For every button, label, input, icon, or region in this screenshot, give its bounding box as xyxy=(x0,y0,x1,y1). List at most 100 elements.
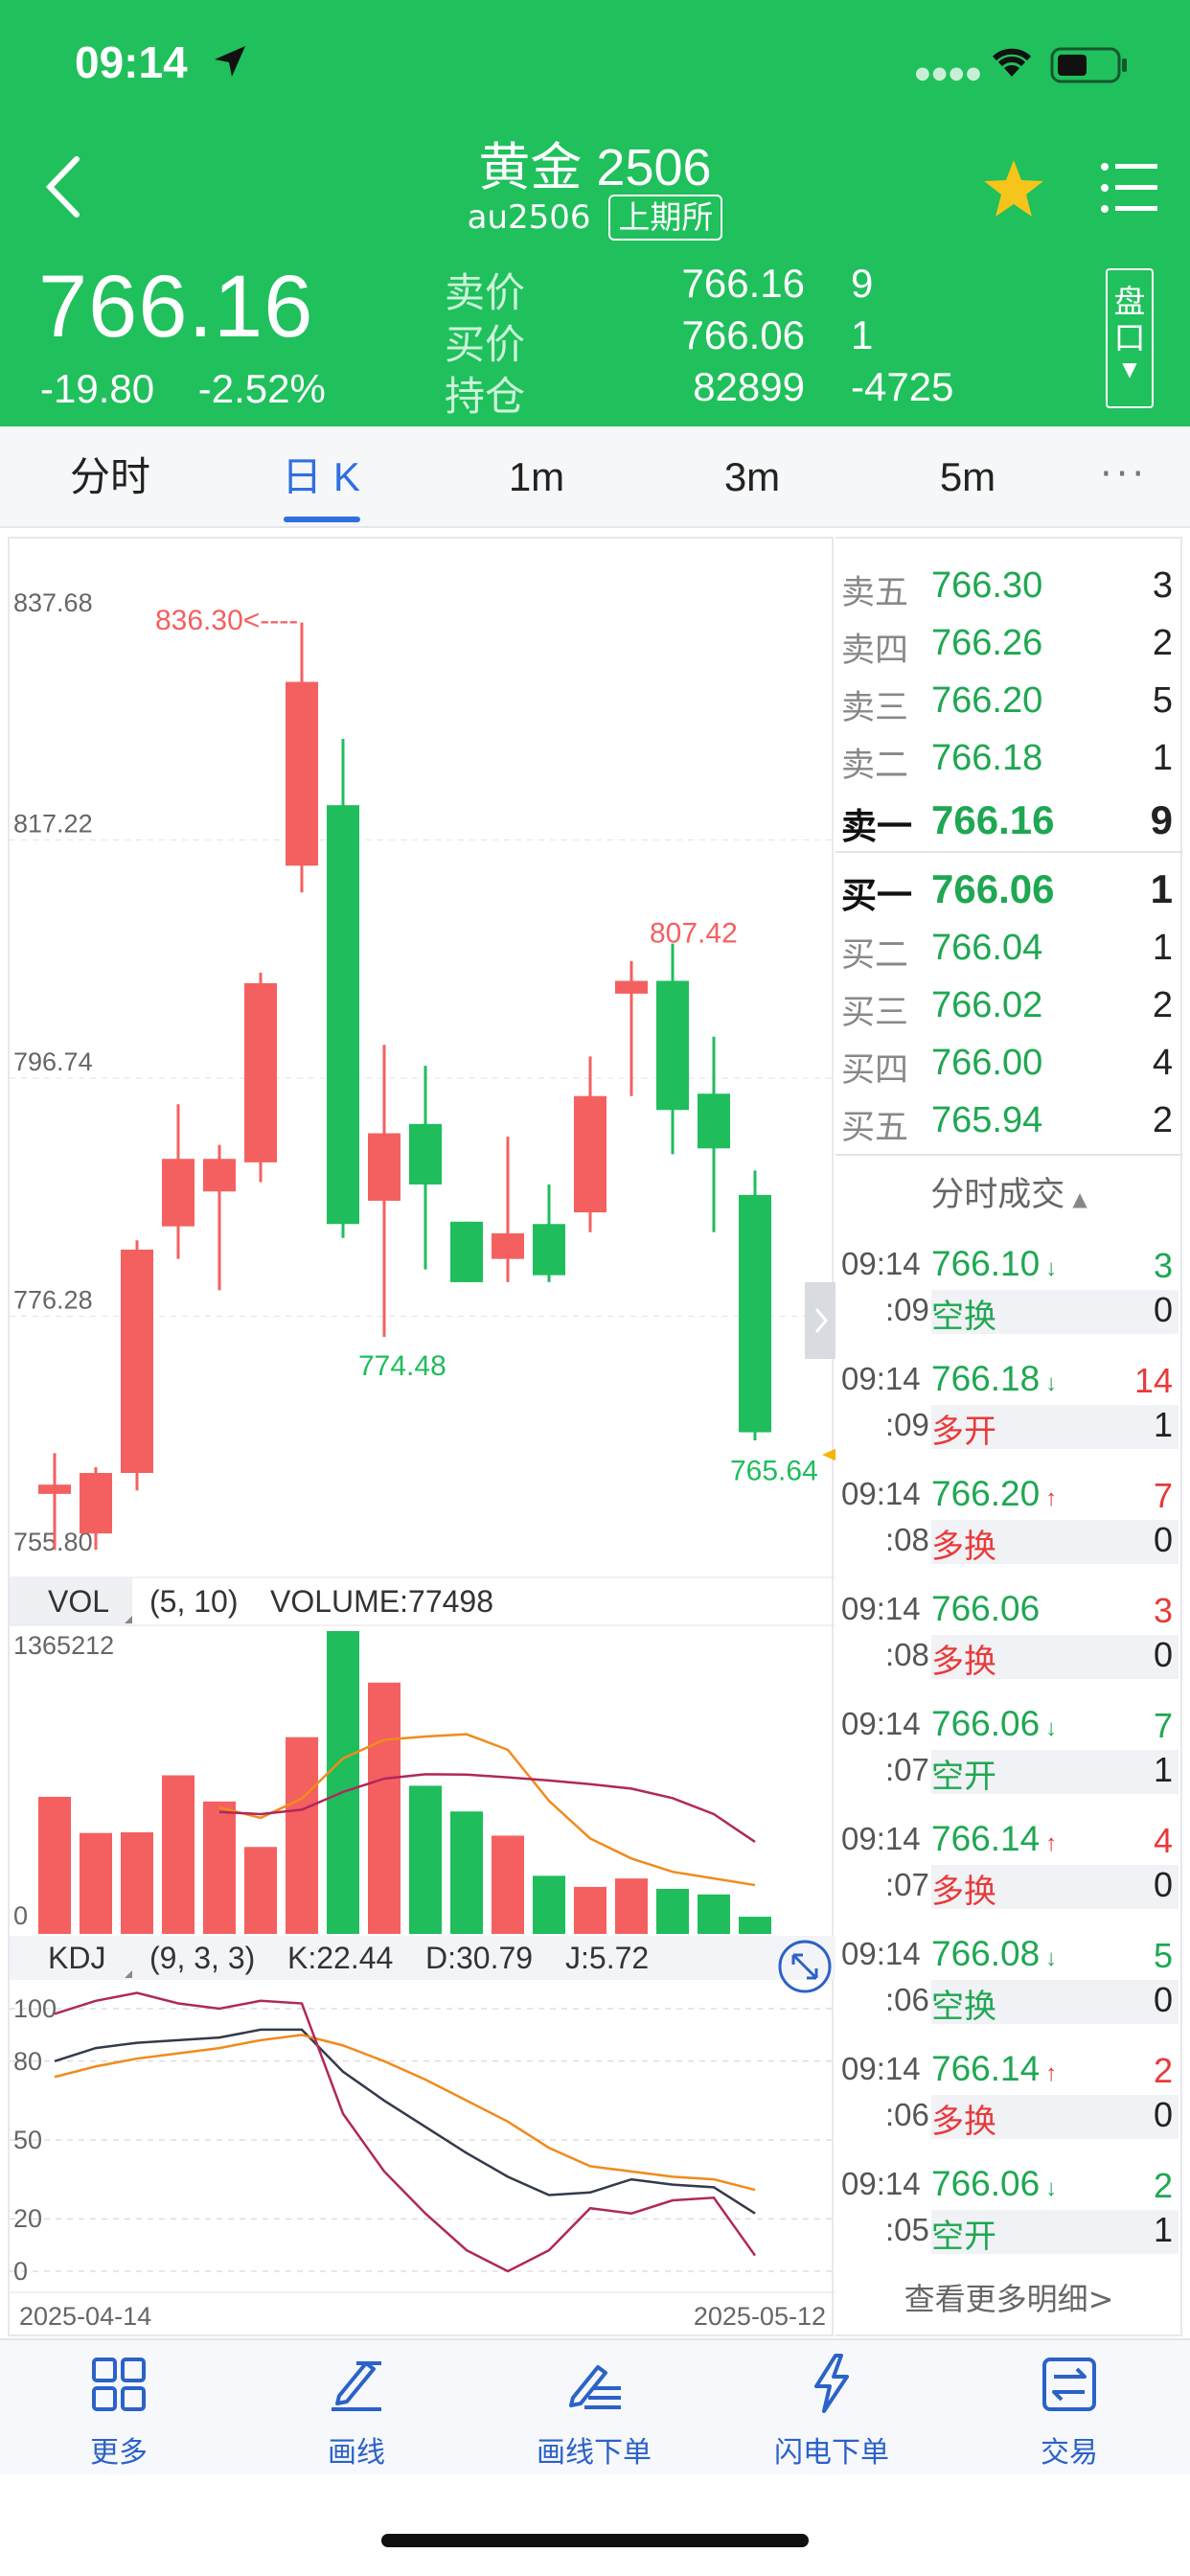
volume-bar xyxy=(203,1801,236,1934)
kdj-label: KDJ xyxy=(48,1941,105,1975)
tab-daily-k[interactable]: 日 K xyxy=(282,454,360,499)
open-interest-change: -4725 xyxy=(851,364,954,409)
favorite-star-icon[interactable] xyxy=(982,158,1045,219)
bid-level-qty: 2 xyxy=(1152,985,1173,1025)
trade-type: 多开 xyxy=(931,1414,996,1450)
trade-volume: 7 xyxy=(1153,1476,1173,1515)
arrow-down-icon: ↓ xyxy=(1045,2175,1058,2201)
trade-price: 766.20 ↑ xyxy=(931,1474,1057,1514)
home-indicator xyxy=(381,2534,809,2547)
instrument-code: au2506 xyxy=(467,198,591,237)
trade-price: 766.06 xyxy=(931,1589,1040,1629)
candle-body xyxy=(574,1095,606,1213)
chart-expand-handle xyxy=(805,1282,835,1359)
tab-3m[interactable]: 3m xyxy=(723,454,781,499)
kdj-axis-label: 80 xyxy=(13,2047,42,2076)
lightning-order-button[interactable]: 闪电下单 xyxy=(736,2340,927,2476)
book-divider xyxy=(835,1154,1182,1156)
price-axis-label: 755.80 xyxy=(13,1528,93,1556)
active-tab-indicator xyxy=(284,517,360,522)
status-time: 09:14 xyxy=(75,37,188,87)
ask-level-row: 卖二 766.18 1 xyxy=(835,730,1182,788)
back-arrow-icon[interactable] xyxy=(42,153,84,220)
trade-type-bg xyxy=(931,1865,1179,1909)
tab-1m[interactable]: 1m xyxy=(508,454,565,499)
ask-level-label: 卖二 xyxy=(841,747,909,785)
kdj-j-value: J:5.72 xyxy=(565,1941,649,1975)
trade-price: 766.14 ↑ xyxy=(931,1819,1057,1859)
trade-time: 09:14 xyxy=(841,2166,921,2201)
local-low-annotation: 774.48 xyxy=(358,1350,446,1382)
kline-chart[interactable]: 837.68 817.22 796.74 776.28 755.80 836.30<---… xyxy=(10,539,835,2338)
trade-oi-change: 0 xyxy=(1153,1520,1173,1559)
arrow-down-icon: ↓ xyxy=(1045,1370,1058,1396)
trade-row: 09:14:08 766.20 ↑ 7 多换 0 xyxy=(835,1474,1182,1589)
trade-icon xyxy=(1042,2358,1096,2411)
menu-icon[interactable] xyxy=(1100,161,1159,215)
chart-panel[interactable]: 837.68 817.22 796.74 776.28 755.80 836.30<---… xyxy=(8,537,835,2338)
expand-icon[interactable] xyxy=(778,1940,832,1993)
candle-body xyxy=(121,1249,153,1474)
pankou-toggle-button[interactable]: 盘 口 ▼ xyxy=(1106,268,1154,408)
current-price-marker xyxy=(822,1448,835,1461)
trade-oi-change: 0 xyxy=(1153,1980,1173,2019)
trades-title[interactable]: 分时成交 ▲ xyxy=(835,1167,1182,1216)
trade-volume: 2 xyxy=(1153,2166,1173,2205)
draw-order-button[interactable]: 画线下单 xyxy=(498,2340,690,2476)
trade-price-value: 766.14 xyxy=(931,1819,1041,1858)
candle-body xyxy=(492,1232,524,1259)
trade-row: 09:14:05 766.06 ↓ 2 空开 1 xyxy=(835,2164,1182,2279)
trade-seconds: :08 xyxy=(885,1522,929,1557)
trade-type-bg xyxy=(931,1750,1179,1794)
tab-5m[interactable]: 5m xyxy=(939,454,996,499)
trade-button[interactable]: 交易 xyxy=(973,2340,1165,2476)
more-tabs-button[interactable]: ··· xyxy=(1100,452,1149,496)
trade-price-value: 766.06 xyxy=(931,1589,1041,1628)
trade-price-value: 766.10 xyxy=(931,1244,1041,1283)
candle-body xyxy=(244,982,277,1162)
volume-bar xyxy=(698,1894,730,1934)
volume-bar xyxy=(574,1886,606,1934)
draw-line-button[interactable]: 画线 xyxy=(261,2340,452,2476)
trade-row: 09:14:07 766.06 ↓ 7 空开 1 xyxy=(835,1704,1182,1819)
trade-type: 多换 xyxy=(931,1529,996,1565)
price-axis-label: 817.22 xyxy=(13,809,93,838)
trade-volume: 5 xyxy=(1153,1936,1173,1975)
more-button[interactable]: 更多 xyxy=(23,2340,215,2476)
trade-row: 09:14:06 766.14 ↑ 2 多换 0 xyxy=(835,2049,1182,2164)
candle-body xyxy=(409,1123,442,1184)
draw-order-label: 画线下单 xyxy=(537,2436,652,2470)
ask-level-price: 766.30 xyxy=(931,565,1043,606)
trade-price-value: 766.06 xyxy=(931,2164,1041,2203)
ask-level-qty: 5 xyxy=(1152,680,1173,721)
bid-level-row: 买四 766.00 4 xyxy=(835,1035,1182,1092)
tab-timeshare[interactable]: 分时 xyxy=(69,454,150,499)
trade-row: 09:14:06 766.08 ↓ 5 空换 0 xyxy=(835,1934,1182,2049)
kdj-axis-label: 100 xyxy=(13,1994,57,2023)
bid-level-row: 买五 765.94 2 xyxy=(835,1092,1182,1150)
trade-volume: 2 xyxy=(1153,2051,1173,2090)
lightning-order-label: 闪电下单 xyxy=(774,2436,889,2470)
arrow-down-icon: ↓ xyxy=(1045,1715,1058,1741)
trade-type: 空开 xyxy=(931,2219,996,2255)
bid-level-label: 买一 xyxy=(841,875,912,916)
trade-seconds: :06 xyxy=(885,2097,929,2132)
instrument-title: 黄金 2506 xyxy=(478,139,712,196)
more-details-link[interactable]: 查看更多明细> xyxy=(904,2281,1114,2317)
kdj-axis-label: 50 xyxy=(13,2126,42,2154)
ask-level-qty: 2 xyxy=(1152,623,1173,663)
vol-axis-zero: 0 xyxy=(13,1901,28,1930)
trade-row: 09:14:07 766.14 ↑ 4 多换 0 xyxy=(835,1819,1182,1934)
trade-oi-change: 1 xyxy=(1153,1405,1173,1444)
ask-label: 卖价 xyxy=(445,269,526,316)
volume-bar xyxy=(656,1889,689,1934)
trade-volume: 7 xyxy=(1153,1706,1173,1745)
volume-bar xyxy=(368,1682,400,1934)
bid-level-price: 766.04 xyxy=(931,928,1043,968)
draw-order-icon xyxy=(569,2365,621,2409)
caret-down-icon: ▼ xyxy=(1122,357,1137,380)
ask-level-price: 766.20 xyxy=(931,680,1043,721)
wifi-icon xyxy=(992,48,1032,77)
trade-seconds: :07 xyxy=(885,1752,929,1787)
local-high-annotation: 807.42 xyxy=(650,917,738,949)
